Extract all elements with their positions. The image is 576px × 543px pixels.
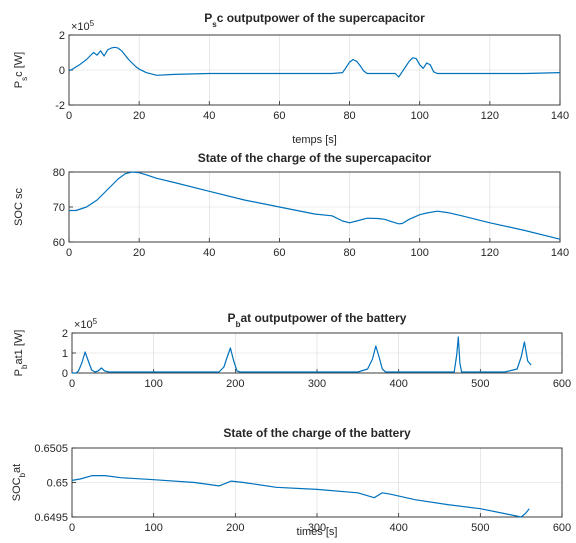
x-tick-label: 140 [551,110,569,122]
x-tick-label: 120 [481,247,499,259]
x-tick-label: 40 [203,247,215,259]
x-tick-label: 100 [144,522,162,534]
x-tick-label: 600 [553,522,571,534]
x-tick-label: 400 [389,378,407,390]
plot-title: Psc outputpower of the supercapacitor [204,11,425,29]
axes-border [68,34,561,106]
x-tick-label: 20 [133,247,145,259]
x-tick-label: 120 [481,110,499,122]
x-tick-label: 80 [343,247,355,259]
y-tick-label: 0.6495 [34,512,68,524]
x-tick-label: 600 [553,378,571,390]
plot-title: State of the charge of the supercapacito… [198,151,432,165]
x-tick-label: 100 [144,378,162,390]
y-tick-label: 80 [53,167,65,179]
series-line [68,46,561,78]
axes-border [71,332,563,374]
subplot-3: 0 100 200 300 400 500 600 0 1 2 Pbat outputpower o… [13,311,571,390]
axes-border [71,447,563,518]
x-tick-label: 100 [411,247,429,259]
y-tick-label: 2 [62,328,68,340]
y-tick-label: 70 [53,202,65,214]
x-tick-label: 40 [203,110,215,122]
x-tick-label: 500 [471,522,489,534]
y-axis-label: Pbat1 [W] [13,330,29,377]
x-tick-label: 80 [343,110,355,122]
x-tick-label: 20 [133,110,145,122]
x-axis-label: times [s] [297,526,338,538]
axis-exponent: ×105 [71,19,95,34]
y-tick-label: -2 [55,100,65,112]
x-tick-label: 100 [411,110,429,122]
x-tick-label: 0 [69,522,75,534]
axis-exponent: ×105 [74,317,98,332]
y-tick-label: 0.6505 [34,443,68,455]
x-tick-label: 60 [273,247,285,259]
x-tick-label: 0 [66,110,72,122]
x-tick-label: 400 [389,522,407,534]
y-tick-label: 0 [59,65,65,77]
y-tick-label: 60 [53,237,65,249]
x-tick-label: 300 [308,522,326,534]
series-line [71,475,530,518]
subplot-4: 0 100 200 300 400 500 600 0.6495 0.65 0.6505 State… [11,426,571,538]
x-tick-label: 0 [66,247,72,259]
series-line [72,336,532,374]
y-axis-label: SOC sc [13,188,25,226]
y-tick-label: 0.65 [47,478,68,490]
x-tick-label: 140 [551,247,569,259]
y-axis-label: Psc [W] [13,52,29,88]
plot-title: State of the charge of the battery [223,426,411,440]
x-axis-label: temps [s] [292,134,337,146]
axes-border [68,171,561,243]
y-tick-label: 1 [62,348,68,360]
x-tick-label: 60 [273,110,285,122]
subplot-2: 0 20 40 60 80 100 120 140 60 70 80 State of the cha… [13,151,569,259]
y-tick-label: 0 [62,368,68,380]
plot-title: Pbat outputpower of the battery [228,311,407,329]
y-axis-label: SOCbat [11,464,27,501]
x-tick-label: 500 [471,378,489,390]
series-line [69,171,561,240]
x-tick-label: 200 [226,378,244,390]
x-tick-label: 200 [226,522,244,534]
x-tick-label: 0 [69,378,75,390]
y-tick-label: 2 [59,30,65,42]
x-tick-label: 300 [308,378,326,390]
